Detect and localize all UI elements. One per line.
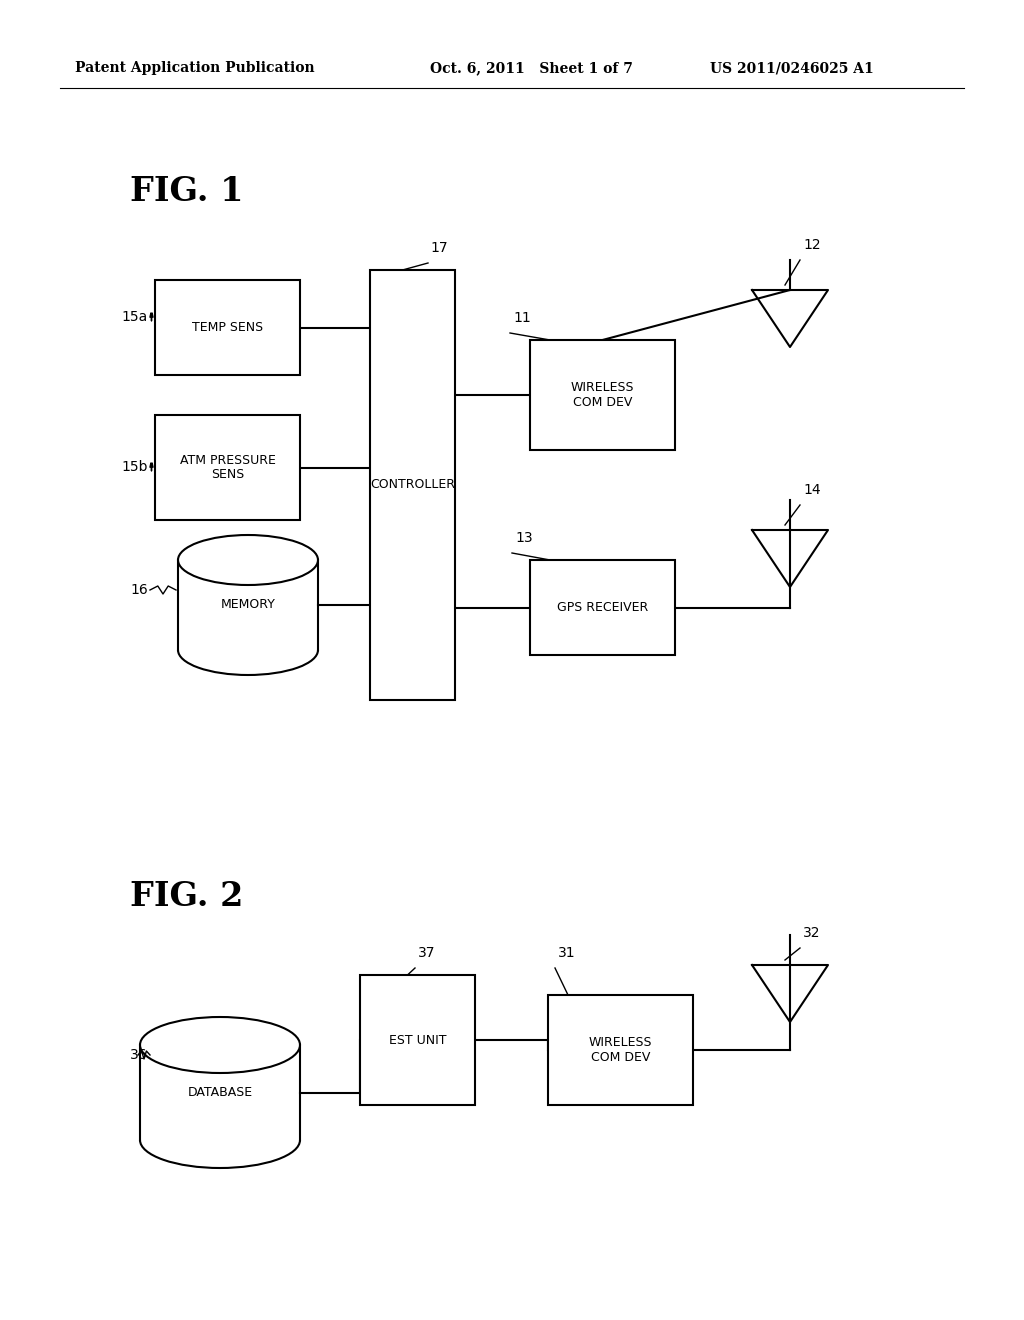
Text: Oct. 6, 2011   Sheet 1 of 7: Oct. 6, 2011 Sheet 1 of 7 [430,61,633,75]
Bar [155,414,300,520]
Bar [530,560,675,655]
Bar [548,995,693,1105]
Text: 12: 12 [803,238,820,252]
Text: MEMORY: MEMORY [220,598,275,611]
Text: 11: 11 [513,312,530,325]
Text: ATM PRESSURE
SENS: ATM PRESSURE SENS [179,454,275,482]
Bar [155,280,300,375]
Ellipse shape [140,1016,300,1073]
Text: 17: 17 [430,242,447,255]
Text: 15b: 15b [122,459,148,474]
Bar [360,975,475,1105]
Text: CONTROLLER: CONTROLLER [370,479,455,491]
Text: TEMP SENS: TEMP SENS [191,321,263,334]
Text: Patent Application Publication: Patent Application Publication [75,61,314,75]
Text: 16: 16 [130,583,148,597]
Text: 37: 37 [418,946,435,960]
Text: 31: 31 [558,946,575,960]
Text: GPS RECEIVER: GPS RECEIVER [557,601,648,614]
Ellipse shape [178,535,318,585]
Text: 36: 36 [130,1048,148,1063]
Text: WIRELESS
COM DEV: WIRELESS COM DEV [570,381,634,409]
Text: 14: 14 [803,483,820,498]
Text: 13: 13 [515,531,532,545]
Text: DATABASE: DATABASE [187,1086,253,1100]
Text: EST UNIT: EST UNIT [389,1034,446,1047]
Text: FIG. 2: FIG. 2 [130,880,244,913]
Bar [370,271,455,700]
Text: US 2011/0246025 A1: US 2011/0246025 A1 [710,61,873,75]
Text: WIRELESS
COM DEV: WIRELESS COM DEV [589,1036,652,1064]
Text: 15a: 15a [122,310,148,323]
Bar [530,341,675,450]
Text: 32: 32 [803,927,820,940]
Text: FIG. 1: FIG. 1 [130,176,244,209]
